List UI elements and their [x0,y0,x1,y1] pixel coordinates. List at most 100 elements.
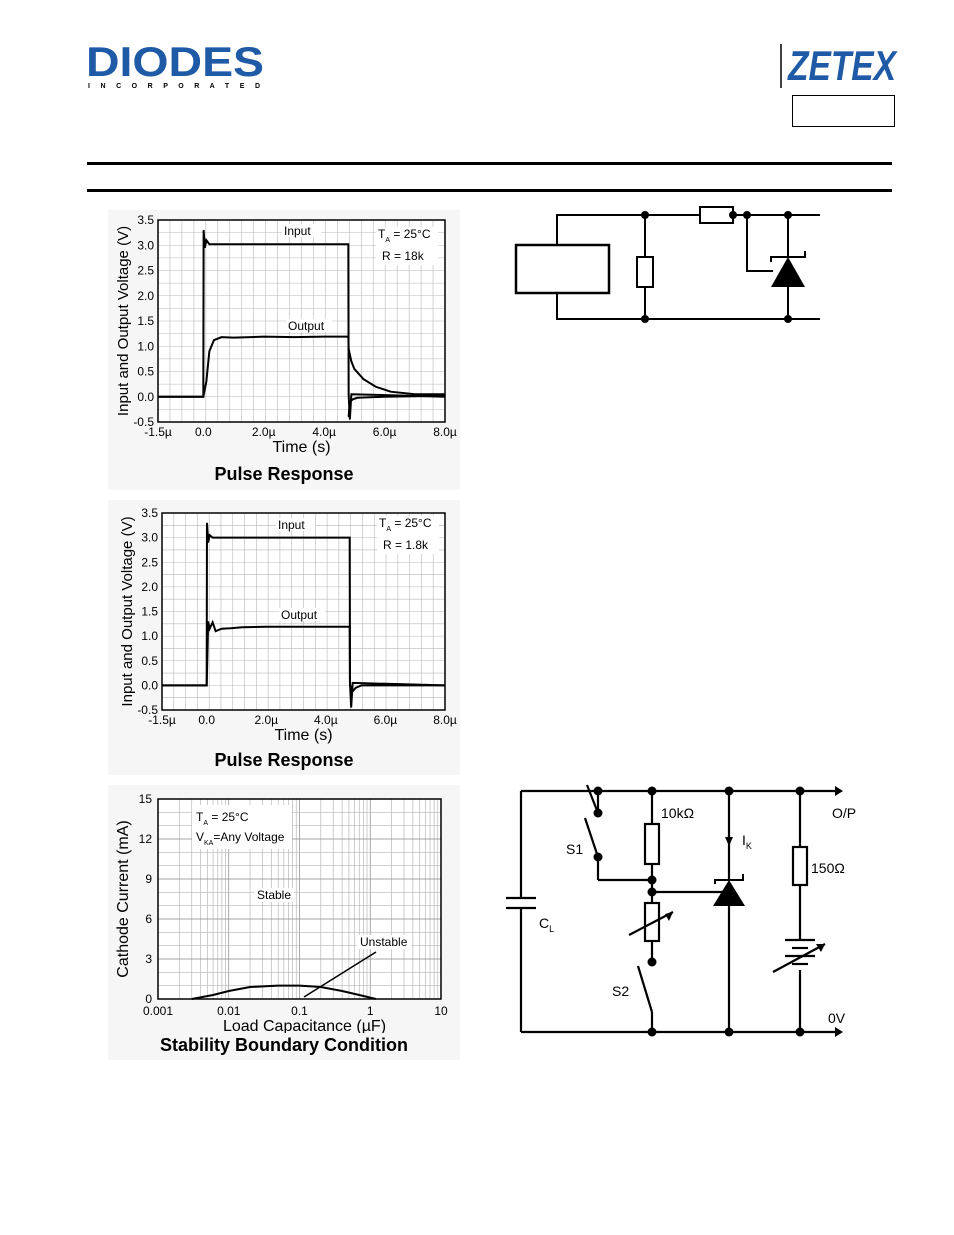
label-bg [254,888,294,902]
header-rule-top [87,162,892,165]
unstable-pointer-line [303,951,377,998]
regulator-diode-symbol [770,251,806,287]
stability-boundary-plot: 0.001 0.01 0.1 1 10 0 3 6 9 12 15 Load Capacitance … [115,792,448,1035]
test-circuit-2: 10kΩ 150Ω S1 S2 IK CL O/P 0V [506,784,856,1037]
y-tick-label: 9 [145,872,152,886]
x-tick-label: 8.0µ [433,425,457,439]
y-tick-label: 3.0 [137,238,154,252]
label-cl: CL [539,915,554,934]
region-label-stable: Stable [257,888,291,902]
y-tick-label: 0.5 [137,365,154,379]
x-tick-label: 1 [367,1004,374,1018]
y-tick-label: 3.5 [137,213,154,227]
plot-frame [161,512,446,711]
x-tick-label: 0.0 [195,425,212,439]
label-ik: IK [742,832,752,851]
y-tick-label: 6 [145,912,152,926]
test-circuit-1 [514,206,820,323]
x-tick-label: 2.0µ [252,425,276,439]
x-tick-label: 8.0µ [433,713,457,727]
label-bg [357,935,411,949]
label-10k: 10kΩ [661,805,694,821]
annotation-temperature: TA = 25°C [379,516,432,533]
y-tick-label: 2.0 [137,289,154,303]
annotation-temperature: TA = 25°C [196,810,249,827]
y-tick-label: 12 [139,832,153,846]
annotation-resistance: R = 18k [382,249,425,263]
chart-caption: Stability Boundary Condition [160,1035,408,1055]
switch-s1-blade [583,817,600,858]
y-axis-label: Input and Output Voltage (V) [119,516,136,706]
ground-arrow-icon [835,1027,843,1037]
y-tick-label: -0.5 [133,415,154,429]
annotation-voltage: VKA=Any Voltage [196,830,285,847]
diodes-logo-subtext: I N C O R P O R A T E D [88,83,260,90]
series-label-bg [282,224,321,237]
y-tick-label: 3.0 [141,531,158,545]
series-label: Output [288,319,325,333]
series-label: Output [281,608,318,622]
pulse-response-plot-1: -1.5µ 0.0 2.0µ 4.0µ 6.0µ 8.0µ -0.5 0.0 0.5 1.0 1.5… [115,213,457,456]
y-tick-label: 1.0 [137,339,154,353]
label-op: O/P [832,805,856,821]
pulse-response-chart-1: -1.5µ 0.0 2.0µ 4.0µ 6.0µ 8.0µ -0.5 0.0 0.5 1.0 1.5… [108,210,460,490]
series-line [158,335,445,398]
x-tick-label: 0.0 [198,713,215,727]
x-tick-label: -1.5µ [148,713,176,727]
zetex-logo-text: ZETEX [787,42,898,89]
zetex-logo: ZETEX [780,42,898,89]
chart-caption: Pulse Response [214,750,354,770]
output-arrow-icon [835,786,843,796]
regulator-diode-symbol-2 [713,874,745,906]
y-tick-label: 2.0 [141,580,158,594]
y-tick-label: 3 [145,952,152,966]
y-tick-label: 2.5 [141,555,158,569]
x-tick-label: 6.0µ [373,425,397,439]
x-tick-label: -1.5µ [144,425,172,439]
pulse-response-chart-2: -1.5µ 0.0 2.0µ 4.0µ 6.0µ 8.0µ -0.5 0.0 0.5 1.0 1.5… [108,500,460,775]
label-s2: S2 [612,983,629,999]
switch-s2-blade [636,965,654,1013]
annotation-bg [192,805,292,849]
annotation-resistance: R = 1.8k [383,538,429,552]
series-line [162,619,445,694]
ik-arrow-icon [725,837,733,846]
plot-frame [157,219,446,423]
pulse-response-plot-2: -1.5µ 0.0 2.0µ 4.0µ 6.0µ 8.0µ -0.5 0.0 0.5 1.0 1.5… [119,506,457,744]
y-tick-label: -0.5 [137,703,158,717]
x-axis-label: Load Capacitance (µF) [223,1018,386,1033]
series-label: Input [278,518,305,532]
annotation-temperature: TA = 25°C [378,227,431,244]
x-tick-label: 0.001 [143,1004,173,1018]
y-tick-label: 15 [139,792,153,806]
shunt-resistor [636,256,654,288]
series-line [162,522,446,708]
resistor-150 [791,845,809,887]
y-axis-label: Input and Output Voltage (V) [115,226,132,416]
y-tick-label: 1.0 [141,629,158,643]
x-axis-label: Time (s) [272,439,330,456]
y-tick-label: 2.5 [137,264,154,278]
diodes-logo: DIODES I N C O R P O R A T E D [86,40,264,90]
y-tick-label: 1.5 [141,605,158,619]
y-tick-label: 0 [145,992,152,1006]
x-tick-label: 0.01 [217,1004,241,1018]
source-box [514,243,611,295]
series-label-bg [279,608,325,621]
series-line [347,394,446,418]
y-tick-label: 0.5 [141,654,158,668]
annotation-bg [377,516,439,554]
series-resistor [699,206,734,224]
x-tick-label: 0.1 [291,1004,308,1018]
diodes-logo-text: DIODES [86,40,264,85]
zetex-label-box [792,95,895,127]
plot-frame [157,798,442,1000]
x-axis-label: Time (s) [274,727,332,744]
x-tick-label: 4.0µ [312,425,336,439]
resistor-10k [643,822,661,866]
x-tick-label: 10 [434,1004,448,1018]
x-tick-label: 4.0µ [314,713,338,727]
label-0v: 0V [828,1010,846,1026]
y-axis-label: Cathode Current (mA) [115,820,132,977]
annotation-bg [376,227,438,265]
